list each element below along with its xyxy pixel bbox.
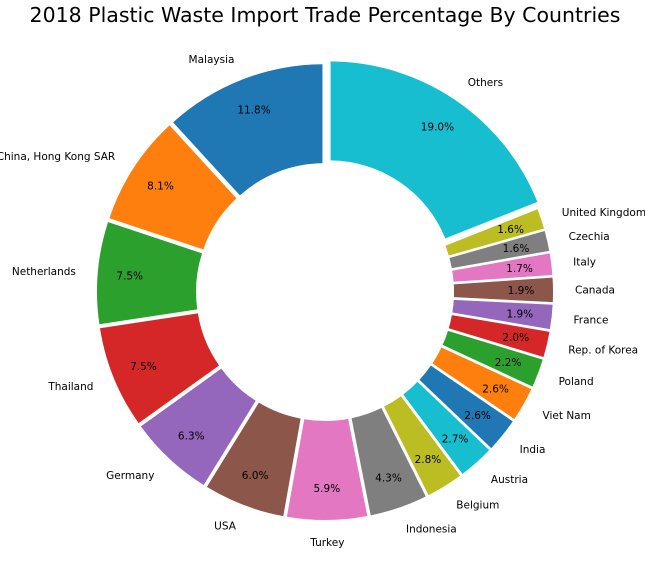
value-label-rep-of-korea: 2.0%	[502, 332, 529, 344]
value-label-thailand: 7.5%	[130, 361, 157, 373]
category-label-malaysia: Malaysia	[189, 54, 235, 66]
slice-italy	[452, 253, 553, 282]
value-label-poland: 2.2%	[495, 357, 522, 369]
slice-united-kingdom	[445, 209, 544, 256]
value-label-belgium: 2.8%	[415, 454, 442, 466]
category-label-china-hong-kong-sar: China, Hong Kong SAR	[0, 151, 115, 163]
slice-belgium	[384, 396, 461, 496]
value-label-united-kingdom: 1.6%	[497, 224, 524, 236]
category-label-thailand: Thailand	[47, 381, 93, 393]
category-label-viet-nam: Viet Nam	[543, 410, 591, 422]
category-label-poland: Poland	[559, 376, 594, 388]
value-label-italy: 1.7%	[506, 263, 533, 275]
slice-china-hong-kong-sar	[109, 125, 237, 250]
value-label-others: 19.0%	[421, 122, 454, 134]
slice-rep-of-korea	[448, 315, 550, 358]
value-label-viet-nam: 2.6%	[482, 384, 509, 396]
category-label-belgium: Belgium	[456, 500, 499, 512]
category-label-canada: Canada	[575, 285, 615, 297]
category-label-others: Others	[468, 77, 503, 89]
slices-group	[97, 61, 553, 520]
value-label-austria: 2.7%	[442, 434, 469, 446]
category-label-indonesia: Indonesia	[406, 524, 457, 536]
slice-india	[419, 365, 513, 449]
value-label-turkey: 5.9%	[314, 483, 341, 495]
slice-france	[452, 299, 553, 330]
slice-malaysia	[173, 64, 323, 196]
slice-viet-nam	[432, 347, 532, 419]
slice-austria	[403, 381, 490, 474]
category-label-italy: Italy	[573, 256, 596, 268]
value-label-france: 1.9%	[506, 309, 533, 321]
value-label-canada: 1.9%	[508, 285, 535, 297]
category-label-turkey: Turkey	[309, 537, 344, 549]
slice-canada	[453, 277, 553, 303]
slice-thailand	[100, 313, 220, 424]
slice-czechia	[449, 231, 550, 269]
value-label-china-hong-kong-sar: 8.1%	[147, 180, 174, 192]
slice-turkey	[286, 418, 368, 520]
slice-germany	[140, 368, 256, 485]
value-label-malaysia: 11.8%	[237, 104, 270, 116]
category-label-india: India	[520, 444, 546, 456]
category-label-netherlands: Netherlands	[12, 266, 76, 278]
category-label-usa: USA	[214, 521, 237, 533]
labels-group: 11.8% Malaysia 8.1% China, Hong Kong SAR 7.5…	[0, 54, 645, 549]
value-label-indonesia: 4.3%	[375, 472, 402, 484]
value-label-india: 2.6%	[464, 410, 491, 422]
category-label-rep-of-korea: Rep. of Korea	[568, 345, 638, 357]
value-label-germany: 6.3%	[178, 430, 205, 442]
category-label-germany: Germany	[106, 470, 154, 482]
chart-title: 2018 Plastic Waste Import Trade Percenta…	[30, 3, 621, 27]
slice-others	[330, 61, 538, 239]
category-label-austria: Austria	[491, 474, 528, 486]
category-label-czechia: Czechia	[569, 231, 610, 243]
slice-usa	[206, 402, 301, 517]
category-label-france: France	[573, 314, 608, 326]
slice-poland	[442, 330, 543, 387]
category-label-united-kingdom: United Kingdom	[562, 207, 645, 219]
value-label-netherlands: 7.5%	[116, 270, 143, 282]
slice-indonesia	[351, 408, 426, 516]
value-label-usa: 6.0%	[242, 470, 269, 482]
value-label-czechia: 1.6%	[503, 243, 530, 255]
slice-netherlands	[97, 222, 203, 325]
